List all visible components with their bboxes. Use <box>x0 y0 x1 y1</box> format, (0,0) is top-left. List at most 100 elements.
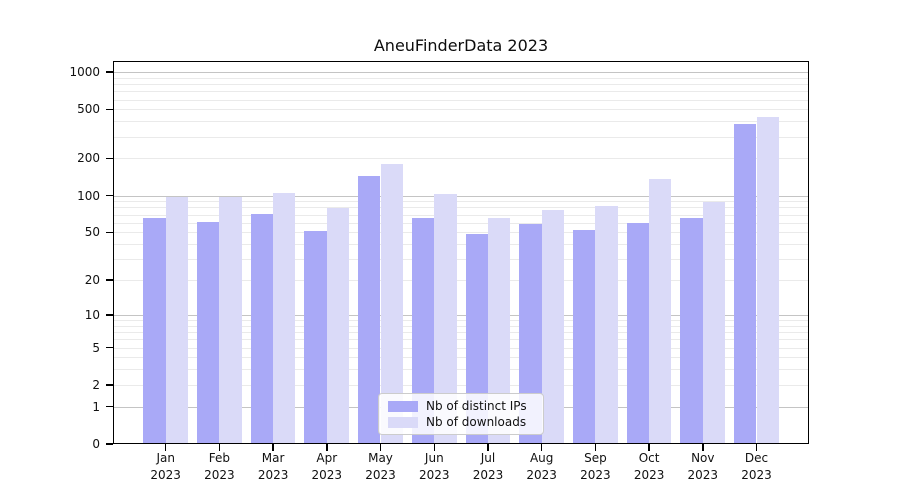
x-label-month: Dec <box>744 451 769 465</box>
legend-label-downloads: Nb of downloads <box>426 415 527 429</box>
legend-label-distinct-ips: Nb of distinct IPs <box>426 399 527 413</box>
gridline-minor <box>114 347 808 349</box>
gridline-minor <box>114 109 808 111</box>
x-label-month: Jul <box>480 451 496 465</box>
legend-swatch-distinct-ips <box>388 400 418 412</box>
gridline-minor <box>114 158 808 160</box>
bar-nb-of-downloads <box>434 194 457 444</box>
x-axis-tick <box>755 444 758 451</box>
y-axis-tick <box>106 314 113 316</box>
gridline-minor <box>114 136 808 138</box>
gridline-minor <box>114 244 808 245</box>
x-axis-tick-label: Jan 2023 <box>134 450 198 483</box>
gridline-major <box>114 314 808 316</box>
x-label-month: Sep <box>584 451 607 465</box>
x-label-year: 2023 <box>687 467 719 482</box>
x-label-month: Jun <box>424 451 444 465</box>
chart-title: AneuFinderData 2023 <box>373 36 549 55</box>
bar-nb-of-distinct-ips <box>626 222 650 444</box>
gridline-minor <box>114 320 808 321</box>
x-label-year: 2023 <box>150 467 181 482</box>
gridline-minor <box>114 207 808 209</box>
x-axis-tick <box>487 444 489 451</box>
bar-nb-of-distinct-ips <box>465 234 488 444</box>
bar-nb-of-distinct-ips <box>250 213 274 444</box>
bar-nb-of-downloads <box>273 192 296 444</box>
x-axis-tick-label: May 2023 <box>349 450 413 483</box>
x-label-year: 2023 <box>311 467 343 482</box>
gridline-minor <box>114 91 808 93</box>
y-axis-tick <box>106 157 113 160</box>
y-axis-tick <box>106 231 113 233</box>
x-label-month: Aug <box>529 451 554 465</box>
x-axis-tick <box>433 444 435 451</box>
x-label-month: Jan <box>156 451 175 465</box>
bar-nb-of-downloads <box>326 208 350 444</box>
bar-nb-of-downloads <box>165 196 189 444</box>
legend-item-distinct-ips: Nb of distinct IPs <box>388 398 534 414</box>
x-label-year: 2023 <box>472 467 504 482</box>
x-axis-tick <box>218 444 221 451</box>
legend-item-downloads: Nb of downloads <box>388 414 534 430</box>
x-axis-tick <box>272 444 274 451</box>
gridline-major <box>114 72 808 73</box>
x-axis-tick-label: Aug 2023 <box>510 450 574 483</box>
gridline-minor <box>114 369 808 371</box>
gridline-minor <box>114 339 808 341</box>
gridline-minor <box>114 325 808 327</box>
y-axis-tick-label: 10 <box>84 307 100 322</box>
gridline-minor <box>114 84 808 85</box>
x-axis-tick-label: Feb 2023 <box>187 450 251 483</box>
bar-nb-of-downloads <box>380 164 403 444</box>
x-axis-tick <box>648 444 650 451</box>
bar-nb-of-downloads <box>541 210 565 444</box>
x-label-month: Nov <box>691 451 715 465</box>
x-label-month: Oct <box>638 451 660 465</box>
y-axis-tick-label: 500 <box>77 102 100 117</box>
gridline-minor <box>114 357 808 359</box>
y-axis-tick-label: 200 <box>77 151 100 166</box>
gridline-minor <box>114 121 808 123</box>
y-axis-tick <box>106 279 113 281</box>
x-axis-tick-label: Sep 2023 <box>563 450 627 483</box>
bar-nb-of-distinct-ips <box>573 230 596 444</box>
x-axis-tick-label: Mar 2023 <box>241 450 305 483</box>
x-axis-tick-label: Jul 2023 <box>456 450 520 483</box>
y-axis-tick-label: 2 <box>92 377 100 392</box>
bar-nb-of-distinct-ips <box>304 231 327 444</box>
x-label-year: 2023 <box>257 467 289 482</box>
gridline-minor <box>114 214 808 216</box>
bar-nb-of-downloads <box>488 217 511 444</box>
x-axis-tick <box>326 444 328 451</box>
gridline-minor <box>114 280 808 282</box>
x-axis-tick-label: Apr 2023 <box>295 450 359 483</box>
bar-nb-of-distinct-ips <box>680 218 703 444</box>
x-label-month: Apr <box>316 451 338 465</box>
gridline-minor <box>114 259 808 261</box>
bar-nb-of-downloads <box>702 202 726 444</box>
legend: Nb of distinct IPs Nb of downloads <box>378 393 544 435</box>
bar-nb-of-downloads <box>595 206 618 444</box>
y-axis-tick <box>106 108 113 110</box>
x-label-month: May <box>368 451 393 465</box>
gridline-minor <box>114 232 808 234</box>
gridline-minor <box>114 77 808 79</box>
y-axis-tick-label: 1000 <box>69 65 100 79</box>
x-axis-tick-label: Nov 2023 <box>671 450 735 483</box>
y-axis-tick <box>106 443 113 445</box>
x-axis-tick <box>164 444 167 451</box>
x-axis-tick <box>594 444 597 451</box>
y-axis-tick <box>106 346 113 349</box>
legend-swatch-downloads <box>388 416 418 428</box>
bar-nb-of-distinct-ips <box>519 223 542 444</box>
y-axis-tick-label: 0 <box>92 437 100 451</box>
y-axis-tick <box>106 194 113 197</box>
x-label-year: 2023 <box>741 467 772 482</box>
x-label-year: 2023 <box>204 467 235 482</box>
gridline-major <box>114 195 808 197</box>
bar-nb-of-distinct-ips <box>143 218 166 444</box>
x-axis-tick-label: Oct 2023 <box>617 450 681 483</box>
bar-nb-of-downloads <box>649 179 672 444</box>
x-label-year: 2023 <box>526 467 557 482</box>
plot-area-border <box>113 61 809 444</box>
